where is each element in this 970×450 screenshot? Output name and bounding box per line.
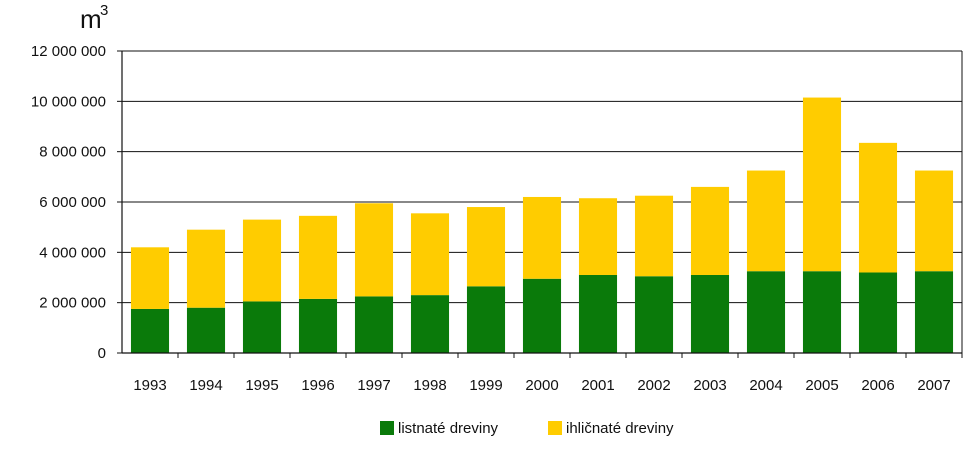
bar-listnate-2003	[690, 274, 730, 353]
bar-listnate-1996	[298, 298, 338, 353]
legend-label-listnate: listnaté dreviny	[398, 420, 499, 437]
y-tick-label: 12 000 000	[31, 43, 106, 60]
bar-listnate-1998	[410, 295, 450, 353]
x-tick-label: 2000	[525, 377, 558, 394]
x-tick-label: 2007	[917, 377, 950, 394]
bar-ihlicnate-2002	[634, 195, 674, 277]
y-axis-unit-superscript: 3	[100, 2, 108, 19]
bar-ihlicnate-2005	[802, 97, 842, 272]
bar-ihlicnate-1996	[298, 215, 338, 299]
y-tick-label: 8 000 000	[39, 144, 106, 161]
x-tick-label: 1995	[245, 377, 278, 394]
bar-ihlicnate-1994	[186, 229, 226, 308]
bar-ihlicnate-1998	[410, 213, 450, 296]
x-tick-label: 2003	[693, 377, 726, 394]
x-tick-label: 1994	[189, 377, 222, 394]
y-tick-label: 4 000 000	[39, 244, 106, 261]
axes	[117, 50, 963, 358]
bar-ihlicnate-2000	[522, 196, 562, 279]
legend: listnaté dreviny ihličnaté dreviny	[380, 420, 674, 437]
bar-ihlicnate-1999	[466, 207, 506, 287]
bar-listnate-1994	[186, 307, 226, 353]
bar-listnate-2001	[578, 274, 618, 353]
x-tick-label: 1993	[133, 377, 166, 394]
x-tick-label: 1997	[357, 377, 390, 394]
bar-ihlicnate-2001	[578, 198, 618, 275]
x-tick-label: 2004	[749, 377, 782, 394]
x-tick-label: 1998	[413, 377, 446, 394]
bar-ihlicnate-2007	[914, 170, 954, 272]
bar-ihlicnate-2004	[746, 170, 786, 272]
bar-ihlicnate-1997	[354, 203, 394, 297]
bar-ihlicnate-2006	[858, 142, 898, 273]
y-tick-label: 6 000 000	[39, 194, 106, 211]
bar-ihlicnate-2003	[690, 186, 730, 275]
x-tick-label: 1996	[301, 377, 334, 394]
bar-listnate-2002	[634, 276, 674, 353]
x-axis-ticks: 1993 1994 1995 1996 1997 1998 1999 2000 2001 2002…	[133, 377, 950, 394]
y-axis-ticks: 0 2 000 000 4 000 000 6 000 000 8 000 000 10 …	[31, 43, 106, 362]
x-tick-label: 2005	[805, 377, 838, 394]
bars	[130, 97, 954, 353]
bar-listnate-1995	[242, 301, 282, 353]
y-tick-label: 2 000 000	[39, 295, 106, 312]
x-tick-label: 1999	[469, 377, 502, 394]
bar-listnate-1999	[466, 286, 506, 353]
bar-listnate-2005	[802, 271, 842, 353]
legend-swatch-ihlicnate	[548, 421, 562, 435]
x-tick-label: 2001	[581, 377, 614, 394]
bar-listnate-2007	[914, 271, 954, 353]
y-tick-label: 10 000 000	[31, 93, 106, 110]
bar-listnate-1997	[354, 296, 394, 353]
y-axis-unit-label: m 3	[80, 2, 108, 34]
bar-listnate-1993	[130, 308, 170, 353]
y-axis-unit: m	[80, 4, 102, 34]
y-tick-label: 0	[98, 345, 106, 362]
bar-listnate-2000	[522, 278, 562, 353]
x-tick-label: 2006	[861, 377, 894, 394]
legend-label-ihlicnate: ihličnaté dreviny	[566, 420, 674, 437]
bar-ihlicnate-1993	[130, 247, 170, 309]
legend-swatch-listnate	[380, 421, 394, 435]
bar-listnate-2004	[746, 271, 786, 353]
bar-listnate-2006	[858, 272, 898, 353]
bar-ihlicnate-1995	[242, 219, 282, 302]
x-tick-label: 2002	[637, 377, 670, 394]
